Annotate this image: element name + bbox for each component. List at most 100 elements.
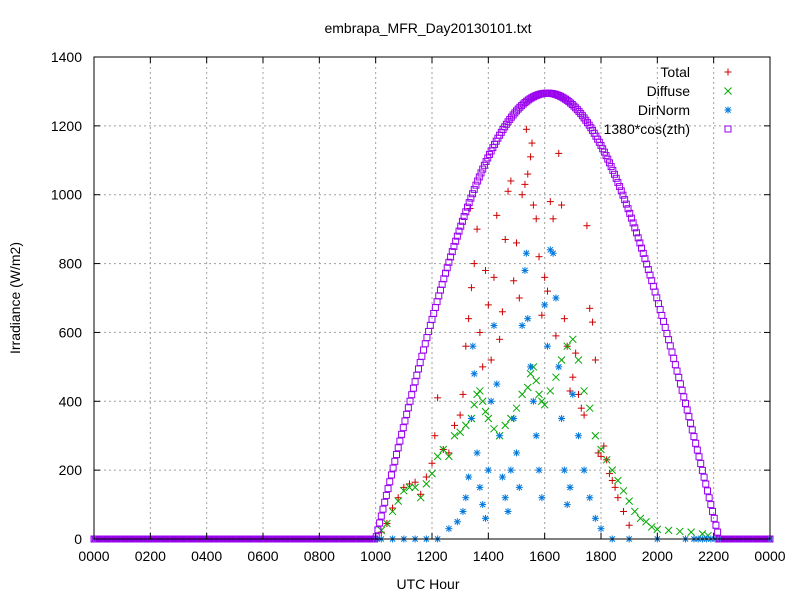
data-point (622, 200, 630, 208)
data-point (632, 229, 640, 237)
data-point (543, 342, 551, 350)
data-point (543, 287, 551, 295)
data-point (647, 523, 656, 531)
data-point (586, 304, 594, 312)
legend-label: DirNorm (638, 102, 690, 118)
x-tick-labels: 0000 0200 0400 0600 0800 1000 1200 1400 1600 1800… (78, 548, 785, 564)
data-point (433, 452, 442, 461)
x-tick-label: 1400 (473, 548, 504, 564)
data-point (589, 318, 597, 326)
data-point (619, 486, 628, 495)
x-tick-label: 0000 (78, 548, 109, 564)
data-point (580, 387, 588, 395)
data-point (510, 277, 518, 285)
data-point (467, 284, 475, 292)
data-point (450, 242, 458, 250)
data-point (693, 446, 701, 454)
data-point (546, 198, 554, 206)
x-tick-label: 1200 (416, 548, 447, 564)
data-point (524, 315, 532, 323)
y-tick-label: 400 (59, 393, 83, 409)
data-point (703, 487, 711, 495)
data-point (443, 264, 451, 272)
data-point (695, 453, 703, 461)
y-tick-label: 800 (59, 256, 83, 272)
y-tick-label: 200 (59, 462, 83, 478)
data-point (472, 181, 480, 189)
data-point (664, 526, 673, 535)
data-point (447, 253, 455, 261)
data-point (411, 483, 419, 492)
data-point (585, 404, 594, 413)
data-point (687, 528, 695, 536)
data-point (619, 191, 627, 199)
data-point (465, 473, 473, 481)
data-point (501, 421, 510, 430)
data-point (690, 433, 698, 441)
data-point (469, 190, 477, 198)
data-point (428, 469, 436, 478)
data-point (376, 519, 384, 527)
data-point (518, 390, 526, 399)
data-point (688, 426, 696, 434)
data-point (558, 201, 566, 209)
data-point (591, 356, 599, 364)
data-point (504, 507, 512, 515)
data-point (624, 205, 632, 213)
data-point (496, 335, 504, 343)
data-point (484, 414, 493, 423)
x-tick-label: 0400 (191, 548, 222, 564)
data-point (462, 494, 470, 502)
data-point (568, 335, 577, 344)
data-point (399, 486, 408, 495)
data-point (616, 183, 624, 191)
data-point (710, 514, 718, 522)
data-point (558, 415, 566, 422)
data-point (405, 483, 414, 492)
data-point (522, 249, 530, 257)
data-point (524, 170, 532, 178)
data-point (389, 504, 397, 512)
data-point (455, 227, 463, 235)
data-point (469, 342, 477, 350)
data-point (617, 187, 625, 195)
y-tick-label: 1200 (51, 118, 82, 134)
x-axis-title: UTC Hour (396, 576, 459, 592)
data-point (456, 411, 464, 419)
data-point (636, 239, 644, 247)
data-point (399, 424, 407, 432)
data-point (569, 390, 577, 398)
data-point (406, 397, 414, 405)
data-point (487, 397, 495, 405)
data-point (639, 249, 647, 257)
data-point (476, 387, 484, 395)
data-point (389, 464, 397, 472)
data-point (501, 494, 509, 502)
data-point (515, 483, 523, 491)
data-point (382, 491, 390, 499)
legend-label: Diffuse (647, 83, 691, 99)
data-point (709, 507, 717, 515)
axis-ticks (93, 56, 771, 540)
data-point (586, 494, 594, 502)
data-point (535, 390, 543, 399)
data-point (574, 356, 583, 364)
data-point (563, 501, 571, 509)
data-point (377, 512, 385, 520)
data-point (474, 177, 482, 185)
data-point (641, 255, 649, 263)
data-point (482, 158, 490, 166)
data-point (535, 466, 543, 474)
data-point (702, 480, 710, 488)
data-point (501, 235, 509, 243)
data-point (572, 349, 580, 357)
data-point (445, 258, 453, 266)
data-point (453, 518, 461, 526)
data-point (448, 248, 456, 256)
data-point (452, 237, 460, 245)
data-point (529, 397, 537, 405)
data-point (521, 180, 529, 188)
data-point (470, 400, 479, 409)
data-point (481, 407, 490, 416)
